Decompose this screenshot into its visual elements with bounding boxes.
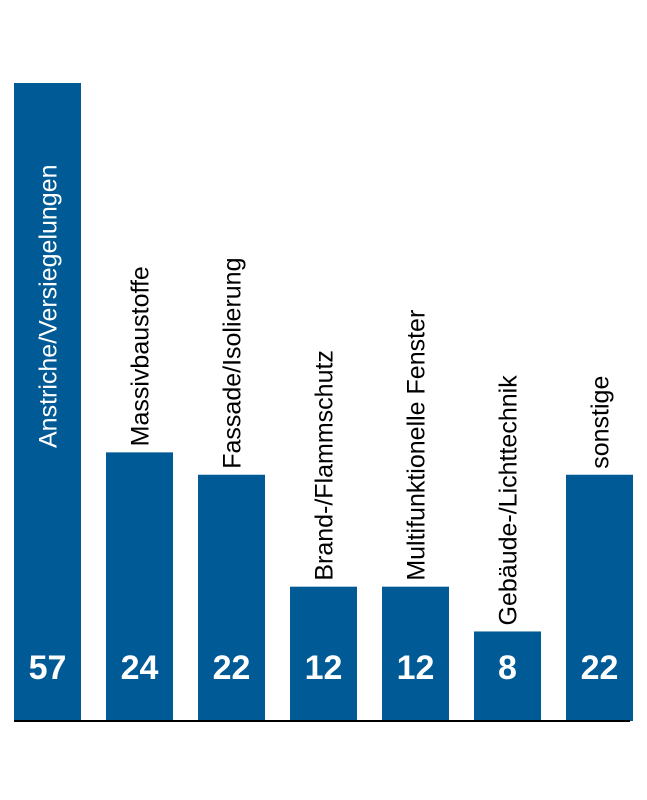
category-label-5: Multifunktionelle Fenster bbox=[403, 310, 431, 581]
category-label-4: Brand-/Flammschutz bbox=[311, 350, 339, 581]
value-label-6: 8 bbox=[498, 649, 517, 687]
value-label-3: 22 bbox=[213, 649, 251, 687]
bar-6 bbox=[474, 631, 541, 721]
category-label-6: Gebäude-/Lichttechnik bbox=[495, 375, 523, 626]
category-label-3: Fassade/Isolierung bbox=[219, 258, 247, 469]
value-label-7: 22 bbox=[581, 649, 619, 687]
bar-3 bbox=[198, 474, 265, 721]
category-label-7: sonstige bbox=[587, 376, 615, 469]
bar-5 bbox=[382, 586, 449, 721]
value-label-4: 12 bbox=[305, 649, 343, 687]
bar-4 bbox=[290, 586, 357, 721]
value-label-1: 57 bbox=[29, 649, 67, 687]
category-label-1: Anstriche/Versiegelungen bbox=[35, 164, 63, 448]
bar-7 bbox=[566, 474, 633, 721]
category-label-2: Massivbaustoffe bbox=[127, 266, 155, 446]
bars-group bbox=[14, 83, 633, 721]
bar-1 bbox=[14, 83, 81, 721]
value-label-5: 12 bbox=[397, 649, 435, 687]
category-labels-group: Anstriche/Versiegelungen Massivbaustoffe F… bbox=[35, 164, 615, 625]
value-labels-group: 57 24 22 12 12 8 22 bbox=[29, 649, 619, 687]
bar-2 bbox=[106, 452, 173, 721]
value-label-2: 24 bbox=[121, 649, 159, 687]
